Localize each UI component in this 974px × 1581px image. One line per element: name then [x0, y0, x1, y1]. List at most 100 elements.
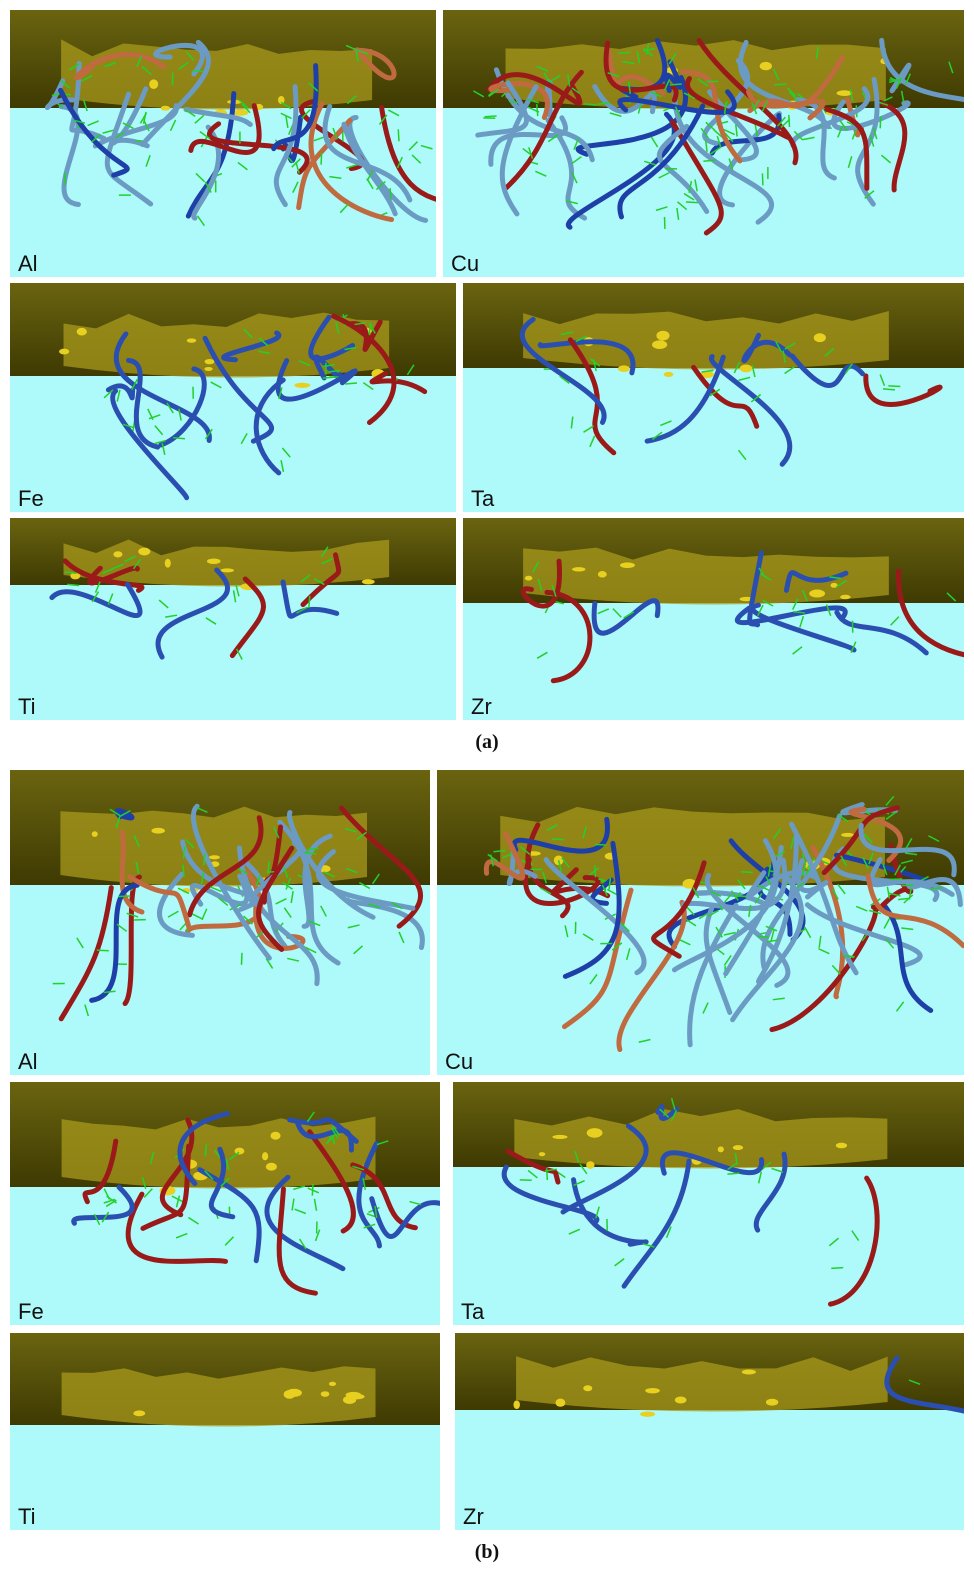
render — [10, 10, 460, 277]
render — [463, 518, 974, 720]
panel: Fe — [10, 1082, 459, 1325]
cluster — [266, 1163, 277, 1171]
cluster — [841, 833, 854, 837]
burgers-arrow — [398, 129, 399, 141]
burgers-arrow — [727, 1173, 739, 1174]
panel-label: Al — [18, 251, 38, 276]
cluster — [814, 333, 826, 342]
cluster — [598, 571, 607, 577]
cluster — [187, 338, 197, 342]
crystal — [453, 1167, 964, 1325]
panel: Ti — [10, 518, 456, 720]
cluster — [270, 1132, 280, 1140]
burgers-arrow — [595, 844, 607, 845]
cluster — [718, 1146, 724, 1152]
crater — [516, 1356, 888, 1411]
render — [453, 1082, 964, 1325]
panel-label: Zr — [471, 694, 492, 719]
burgers-arrow — [485, 116, 497, 117]
cluster — [209, 855, 220, 859]
panel-label: Fe — [18, 1299, 44, 1324]
cluster — [645, 1388, 660, 1393]
burgers-arrow — [321, 153, 322, 165]
panel: Cu — [443, 10, 974, 277]
cluster — [525, 576, 533, 581]
cluster — [92, 831, 98, 837]
render — [10, 283, 456, 512]
cluster — [235, 1148, 245, 1155]
panel: Ta — [453, 1082, 964, 1325]
cluster — [362, 579, 375, 584]
render — [10, 1082, 459, 1325]
cluster — [656, 331, 669, 341]
burgers-arrow — [268, 861, 269, 873]
cluster — [552, 1135, 567, 1139]
burgers-arrow — [774, 84, 786, 85]
panel-label: Ti — [18, 694, 36, 719]
burgers-arrow — [686, 202, 698, 203]
render — [455, 1333, 974, 1530]
cluster — [262, 1152, 268, 1160]
caption: (b) — [475, 1541, 499, 1563]
cluster — [207, 558, 221, 564]
cluster — [587, 1128, 603, 1138]
panel-label: Zr — [463, 1504, 484, 1529]
cluster — [321, 1391, 330, 1397]
crystal — [455, 1410, 964, 1530]
panel: Fe — [10, 283, 456, 512]
burgers-arrow — [192, 71, 204, 72]
cluster — [837, 90, 853, 96]
cluster — [652, 340, 667, 349]
cluster — [840, 595, 851, 599]
burgers-arrow — [345, 383, 357, 384]
burgers-arrow — [757, 936, 769, 937]
cluster — [59, 349, 69, 355]
panel: Zr — [463, 518, 974, 720]
cluster — [165, 559, 171, 568]
cluster — [77, 328, 87, 336]
render — [10, 1333, 440, 1530]
panel-label: Ta — [471, 486, 495, 511]
cluster — [556, 1399, 566, 1407]
cluster — [149, 79, 158, 89]
render — [443, 10, 974, 277]
burgers-arrow — [970, 1368, 974, 1371]
cluster — [583, 1385, 592, 1391]
burgers-arrow — [183, 865, 184, 877]
cluster — [343, 1396, 356, 1404]
burgers-arrow — [670, 84, 682, 85]
cluster — [620, 562, 635, 568]
crystal — [10, 108, 436, 277]
panel: Cu — [437, 770, 964, 1075]
cluster — [836, 1143, 847, 1149]
cluster — [133, 1410, 145, 1416]
burgers-arrow — [741, 872, 753, 873]
cluster — [740, 364, 752, 372]
cluster — [742, 1369, 756, 1374]
render — [463, 283, 964, 512]
panel-label: Cu — [445, 1049, 473, 1074]
render — [10, 770, 430, 1075]
crystal — [463, 603, 964, 720]
panel-label: Ta — [461, 1299, 485, 1324]
render — [437, 770, 964, 1075]
panel: Al — [10, 770, 430, 1075]
crystal — [10, 1425, 440, 1530]
cluster — [286, 1389, 302, 1397]
panel: Zr — [455, 1333, 974, 1530]
burgers-arrow — [97, 950, 109, 951]
render — [10, 518, 456, 720]
burgers-arrow — [883, 389, 895, 390]
cluster — [220, 568, 234, 572]
burgers-arrow — [888, 386, 900, 387]
cluster — [766, 1399, 778, 1406]
burgers-arrow — [965, 614, 974, 620]
cluster — [539, 1152, 545, 1156]
panel: Ti — [10, 1333, 440, 1530]
cluster — [204, 367, 212, 371]
caption: (a) — [475, 731, 498, 753]
burgers-arrow — [843, 956, 855, 957]
panel-label: Cu — [451, 251, 479, 276]
cluster — [329, 1382, 336, 1386]
cluster — [205, 359, 215, 364]
